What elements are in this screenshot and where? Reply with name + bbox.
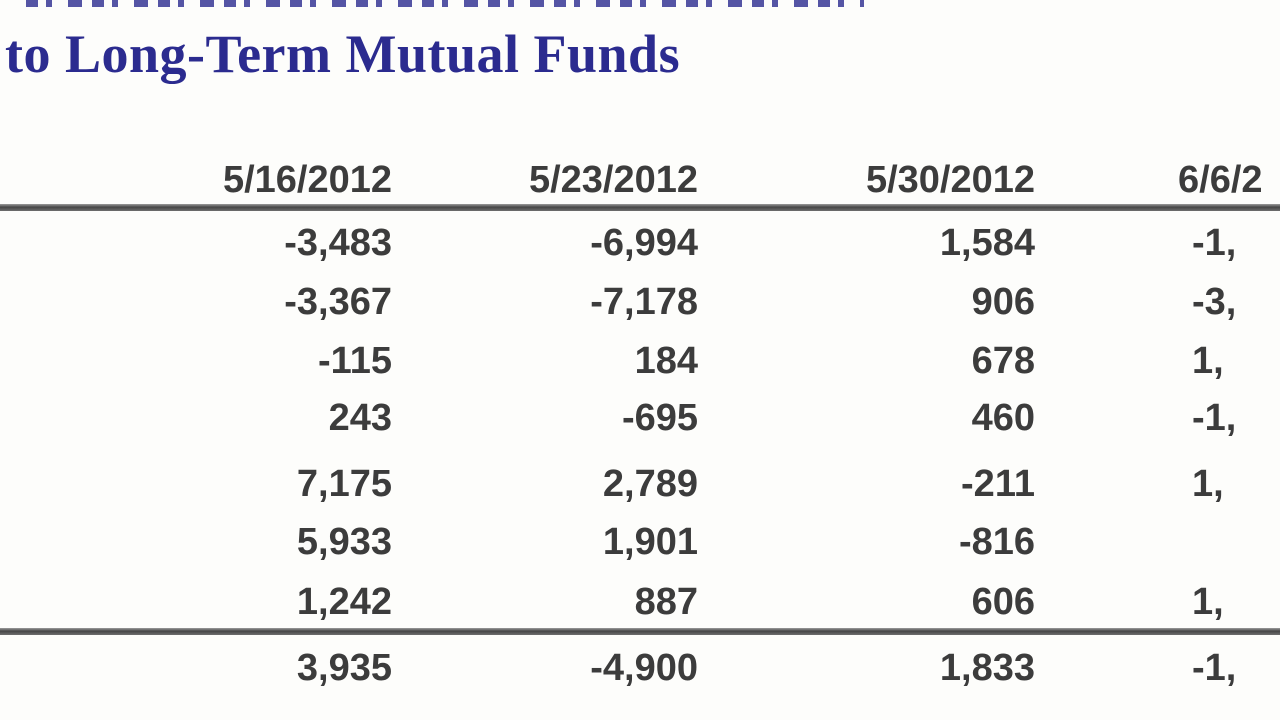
cell-value-cropped: -3, (1192, 281, 1237, 323)
total-value: 3,935 (296, 647, 392, 689)
table-header-row: 5/16/2012 5/23/2012 5/30/2012 6/6/2 (0, 158, 1280, 202)
column-header-date-1: 5/16/2012 (222, 159, 392, 201)
cell-value: -7,178 (590, 281, 698, 323)
header-rule (0, 204, 1280, 211)
cell-value: -695 (621, 397, 698, 439)
table-row: -3,367 -7,178 906 -3, (0, 280, 1280, 324)
column-header-date-4-cropped: 6/6/2 (1178, 159, 1263, 201)
cell-value: -3,483 (284, 222, 392, 264)
table-row: -115 184 678 1, (0, 339, 1280, 383)
cell-value: -211 (961, 463, 1035, 505)
cell-value-cropped: 1, (1192, 463, 1224, 505)
total-value-cropped: -1, (1192, 647, 1237, 689)
cell-value: 243 (328, 397, 392, 439)
cell-value: 887 (634, 581, 698, 623)
cell-value-cropped: -1, (1192, 222, 1237, 264)
cell-value: 2,789 (602, 463, 698, 505)
cell-value: 678 (971, 340, 1035, 382)
total-value: 1,833 (939, 647, 1035, 689)
cell-value: 460 (971, 397, 1035, 439)
cell-value: 606 (971, 581, 1035, 623)
cell-value: -3,367 (284, 281, 392, 323)
table-total-row: 3,935 -4,900 1,833 -1, (0, 646, 1280, 690)
table-row: 243 -695 460 -1, (0, 396, 1280, 440)
cell-value: 906 (971, 281, 1035, 323)
table-row: 1,242 887 606 1, (0, 580, 1280, 624)
cell-value: 1,242 (296, 581, 392, 623)
cell-value: 184 (634, 340, 698, 382)
cell-value: 1,584 (939, 222, 1035, 264)
cell-value: 7,175 (296, 463, 392, 505)
column-header-date-3: 5/30/2012 (865, 159, 1035, 201)
total-value: -4,900 (590, 647, 698, 689)
cell-value-cropped: 1, (1192, 581, 1224, 623)
column-header-date-2: 5/23/2012 (528, 159, 698, 201)
cell-value: -6,994 (590, 222, 698, 264)
total-rule (0, 628, 1280, 635)
cell-value: 1,901 (602, 521, 698, 563)
cropped-title-line-fragment (26, 0, 864, 7)
cell-value-cropped: 1, (1192, 340, 1224, 382)
table-row: 5,933 1,901 -816 (0, 520, 1280, 564)
cell-value: -816 (958, 521, 1035, 563)
table-row: -3,483 -6,994 1,584 -1, (0, 221, 1280, 265)
page-title: to Long-Term Mutual Funds (5, 24, 681, 84)
cell-value: -115 (318, 340, 392, 382)
cell-value-cropped: -1, (1192, 397, 1237, 439)
table-row: 7,175 2,789 -211 1, (0, 462, 1280, 506)
cell-value: 5,933 (296, 521, 392, 563)
